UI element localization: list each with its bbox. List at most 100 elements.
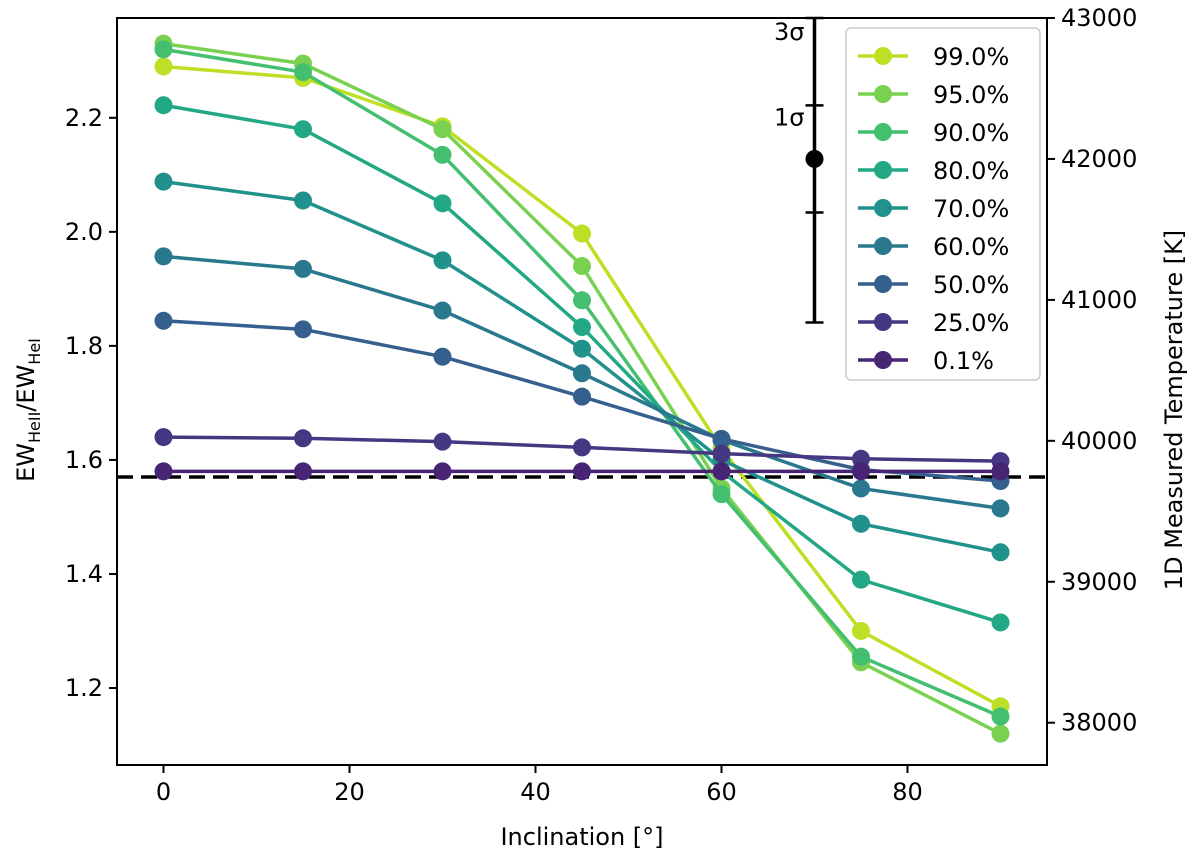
legend: 99.0% 95.0% 90.0% 80.0% 70.0% 60.0% 50.0% 25.0%… (845, 27, 1041, 381)
legend-marker (874, 161, 892, 179)
data-point (154, 311, 173, 330)
legend-entry: 95.0% (858, 81, 1009, 109)
data-point (294, 259, 312, 278)
x-tick-label: 40 (520, 778, 551, 806)
data-point (294, 429, 312, 448)
y-axis-ticks: 1.2 1.4 1.6 1.8 2.0 2.2 (65, 104, 117, 702)
data-point (991, 707, 1010, 726)
x-tick-label: 20 (334, 778, 365, 806)
y2-tick-label: 39000 (1061, 568, 1137, 596)
one-sigma-label: 1σ (774, 103, 804, 131)
data-point (573, 257, 591, 276)
data-point (852, 449, 870, 468)
legend-entries: 99.0% 95.0% 90.0% 80.0% 70.0% 60.0% 50.0% 25.0%… (858, 43, 1009, 375)
data-point (573, 364, 591, 383)
legend-entry: 60.0% (858, 233, 1009, 261)
y2-tick-label: 42000 (1061, 145, 1137, 173)
legend-label: 99.0% (933, 43, 1009, 71)
legend-entry: 25.0% (858, 309, 1009, 337)
data-point (852, 479, 870, 498)
y-tick-label: 1.2 (65, 674, 103, 702)
data-point (294, 63, 312, 82)
three-sigma-label: 3σ (774, 18, 804, 46)
y-axis-title: EWHeII/EWHeI (12, 338, 44, 482)
legend-box (845, 27, 1041, 381)
legend-entry: 70.0% (858, 195, 1009, 223)
data-point (852, 514, 870, 533)
legend-label: 70.0% (933, 195, 1009, 223)
data-point (991, 724, 1010, 743)
series-7 (154, 428, 1010, 471)
data-point (433, 194, 452, 213)
data-point (573, 339, 591, 358)
data-point (433, 432, 452, 451)
data-point (573, 291, 591, 310)
legend-entry: 80.0% (858, 157, 1009, 185)
y2-tick-label: 43000 (1061, 4, 1137, 32)
y2-tick-label: 41000 (1061, 286, 1137, 314)
series-8 (154, 462, 1010, 481)
legend-entry: 50.0% (858, 271, 1009, 299)
legend-label: 90.0% (933, 119, 1009, 147)
y-tick-label: 1.4 (65, 560, 103, 588)
data-point (294, 191, 312, 210)
x-tick-label: 80 (892, 778, 923, 806)
data-point (433, 145, 452, 164)
data-point (154, 428, 173, 447)
data-point (852, 647, 870, 666)
x-tick-label: 60 (706, 778, 737, 806)
data-point (712, 429, 731, 448)
legend-label: 25.0% (933, 309, 1009, 337)
y-tick-label: 1.6 (65, 446, 103, 474)
y2-tick-label: 38000 (1061, 709, 1137, 737)
error-bar-point (805, 149, 824, 168)
data-point (573, 438, 591, 457)
y2-tick-label: 40000 (1061, 427, 1137, 455)
data-point (433, 301, 452, 320)
legend-marker (874, 199, 892, 217)
data-point (433, 251, 452, 270)
legend-label: 0.1% (933, 347, 994, 375)
y-tick-label: 1.8 (65, 332, 103, 360)
x-axis-title: Inclination [°] (500, 823, 663, 851)
legend-entry: 0.1% (858, 347, 994, 375)
legend-marker (874, 313, 892, 331)
data-point (712, 485, 731, 504)
legend-entry: 90.0% (858, 119, 1009, 147)
data-point (154, 57, 173, 76)
data-point (154, 247, 173, 266)
series-layer (154, 34, 1010, 743)
data-point (573, 387, 591, 406)
data-point (573, 462, 591, 481)
data-point (154, 172, 173, 191)
data-point (712, 462, 731, 481)
data-point (433, 462, 452, 481)
series-2 (154, 40, 1010, 726)
data-point (573, 318, 591, 337)
legend-label: 80.0% (933, 157, 1009, 185)
data-point (294, 120, 312, 139)
data-point (852, 462, 870, 481)
legend-label: 95.0% (933, 81, 1009, 109)
data-point (294, 462, 312, 481)
data-point (852, 621, 870, 640)
data-point (573, 224, 591, 243)
data-point (991, 462, 1010, 481)
error-bar: 3σ 1σ (774, 16, 824, 324)
legend-marker (874, 123, 892, 141)
data-point (433, 347, 452, 366)
legend-marker (874, 47, 892, 65)
data-point (154, 40, 173, 59)
legend-marker (874, 237, 892, 255)
legend-label: 50.0% (933, 271, 1009, 299)
data-point (852, 570, 870, 589)
plot-frame (116, 17, 1048, 766)
y-tick-label: 2.2 (65, 104, 103, 132)
legend-marker (874, 275, 892, 293)
y2-axis-title: 1D Measured Temperature [K] (1160, 230, 1188, 590)
x-tick-label: 0 (156, 778, 171, 806)
data-point (154, 96, 173, 115)
legend-label: 60.0% (933, 233, 1009, 261)
legend-marker (874, 351, 892, 369)
data-point (712, 444, 731, 463)
